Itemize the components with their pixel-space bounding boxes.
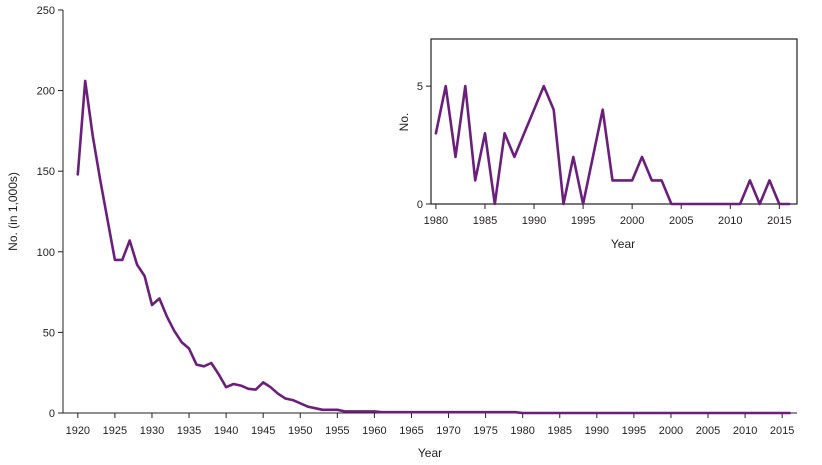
x-tick-label: 1925 [103, 425, 127, 437]
inset-x-tick-label: 1985 [473, 215, 497, 227]
x-tick-label: 1935 [177, 425, 201, 437]
x-tick-label: 1920 [66, 425, 90, 437]
y-tick-label: 200 [37, 86, 55, 98]
x-tick-label: 2005 [696, 425, 720, 437]
x-tick-label: 1930 [140, 425, 164, 437]
y-axis-title: No. (in 1,000s) [6, 172, 20, 251]
x-tick-label: 1985 [548, 425, 572, 437]
inset-x-tick-label: 2005 [669, 215, 693, 227]
y-tick-label: 50 [43, 327, 55, 339]
x-tick-label: 2010 [733, 425, 757, 437]
main-series-line [76, 79, 791, 415]
x-tick-label: 1960 [362, 425, 386, 437]
y-tick-label: 100 [37, 247, 55, 259]
inset-x-tick-label: 1980 [424, 215, 448, 227]
x-tick-label: 1970 [436, 425, 460, 437]
x-tick-label: 2015 [770, 425, 794, 437]
y-tick-label: 250 [37, 5, 55, 17]
inset-x-tick-label: 2000 [620, 215, 644, 227]
x-tick-label: 1980 [510, 425, 534, 437]
inset-x-tick-label: 1990 [522, 215, 546, 227]
inset-y-tick-label: 0 [417, 199, 423, 211]
x-tick-label: 1950 [288, 425, 312, 437]
x-tick-label: 2000 [659, 425, 683, 437]
x-tick-label: 1990 [585, 425, 609, 437]
inset-y-tick-label: 5 [417, 81, 423, 93]
x-tick-label: 1975 [473, 425, 497, 437]
x-tick-label: 1940 [214, 425, 238, 437]
inset-x-tick-label: 1995 [571, 215, 595, 227]
x-tick-label: 1965 [399, 425, 423, 437]
x-tick-label: 1995 [622, 425, 646, 437]
x-tick-label: 1955 [325, 425, 349, 437]
y-tick-label: 150 [37, 166, 55, 178]
inset-x-tick-label: 2015 [767, 215, 791, 227]
y-tick-label: 0 [49, 408, 55, 420]
inset-y-axis-title: No. [397, 113, 411, 132]
inset-x-axis-title: Year [611, 237, 635, 251]
x-axis-title: Year [418, 446, 442, 460]
inset-series-line [434, 84, 791, 206]
x-tick-label: 1945 [251, 425, 275, 437]
inset-x-tick-label: 2010 [718, 215, 742, 227]
